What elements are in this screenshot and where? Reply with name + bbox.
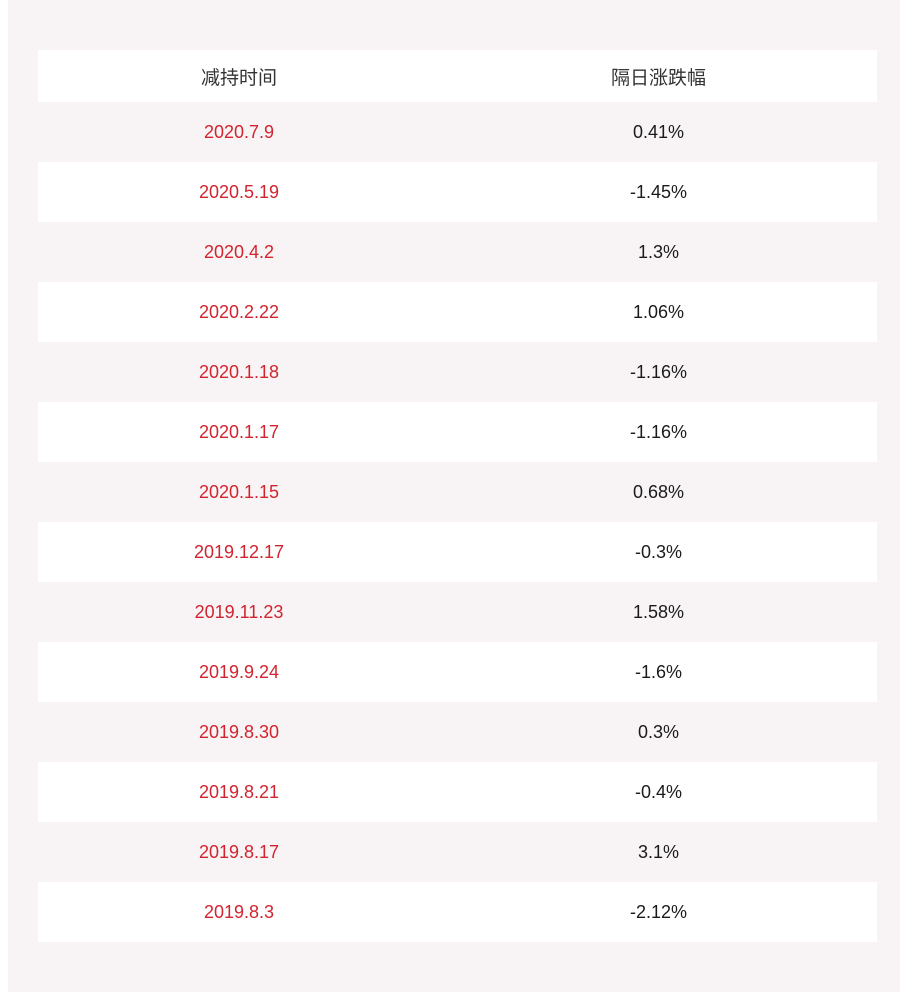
table-row: 2020.1.15 0.68% xyxy=(38,462,877,522)
next-day-change-cell: 3.1% xyxy=(637,841,680,862)
reduction-date-cell: 2019.8.21 xyxy=(198,781,280,802)
table-panel: 减持时间 隔日涨跌幅 2020.7.9 0.41% 2020.5.19 -1.45% 2… xyxy=(8,0,900,992)
table-row: 2020.4.2 1.3% xyxy=(38,222,877,282)
reduction-date-cell: 2020.4.2 xyxy=(203,241,275,262)
next-day-change-cell: -2.12% xyxy=(629,901,688,922)
header-next-day-change: 隔日涨跌幅 xyxy=(610,66,706,89)
reduction-date-cell: 2020.7.9 xyxy=(203,121,275,142)
table-row: 2019.12.17 -0.3% xyxy=(38,522,877,582)
table-row: 2019.11.23 1.58% xyxy=(38,582,877,642)
next-day-change-cell: -1.16% xyxy=(629,361,688,382)
reduction-date-cell: 2020.5.19 xyxy=(198,181,280,202)
reduction-date-cell: 2019.11.23 xyxy=(194,601,284,622)
table-row: 2020.2.22 1.06% xyxy=(38,282,877,342)
reduction-date-cell: 2020.2.22 xyxy=(198,301,280,322)
reduction-date-cell: 2020.1.17 xyxy=(198,421,280,442)
table-row: 2019.8.17 3.1% xyxy=(38,822,877,882)
table-row: 2019.8.3 -2.12% xyxy=(38,882,877,942)
table-row: 2020.1.18 -1.16% xyxy=(38,342,877,402)
table-row: 2019.8.30 0.3% xyxy=(38,702,877,762)
table-row: 2020.7.9 0.41% xyxy=(38,102,877,162)
next-day-change-cell: -1.45% xyxy=(629,181,688,202)
table-row: 2019.9.24 -1.6% xyxy=(38,642,877,702)
table-row: 2020.1.17 -1.16% xyxy=(38,402,877,462)
next-day-change-cell: -1.6% xyxy=(634,661,683,682)
next-day-change-cell: -0.4% xyxy=(634,781,683,802)
next-day-change-cell: 1.3% xyxy=(637,241,680,262)
reduction-date-cell: 2019.9.24 xyxy=(198,661,280,682)
next-day-change-cell: 1.06% xyxy=(632,301,685,322)
reduction-date-cell: 2020.1.15 xyxy=(198,481,280,502)
next-day-change-cell: 0.41% xyxy=(632,121,685,142)
header-reduction-time: 减持时间 xyxy=(200,66,277,89)
next-day-change-cell: -0.3% xyxy=(634,541,683,562)
reduction-date-cell: 2020.1.18 xyxy=(198,361,280,382)
table-row: 2020.5.19 -1.45% xyxy=(38,162,877,222)
reduction-date-cell: 2019.8.30 xyxy=(198,721,280,742)
reduction-date-cell: 2019.12.17 xyxy=(193,541,285,562)
next-day-change-cell: -1.16% xyxy=(629,421,688,442)
next-day-change-cell: 1.58% xyxy=(632,601,685,622)
next-day-change-cell: 0.3% xyxy=(637,721,680,742)
table-body: 2020.7.9 0.41% 2020.5.19 -1.45% 2020.4.2 1.3%… xyxy=(38,102,877,942)
next-day-change-cell: 0.68% xyxy=(632,481,685,502)
table-header-row: 减持时间 隔日涨跌幅 xyxy=(38,50,877,102)
reduction-date-cell: 2019.8.17 xyxy=(198,841,280,862)
reduction-table: 减持时间 隔日涨跌幅 2020.7.9 0.41% 2020.5.19 -1.45% 2… xyxy=(38,50,877,942)
table-row: 2019.8.21 -0.4% xyxy=(38,762,877,822)
reduction-date-cell: 2019.8.3 xyxy=(203,901,275,922)
